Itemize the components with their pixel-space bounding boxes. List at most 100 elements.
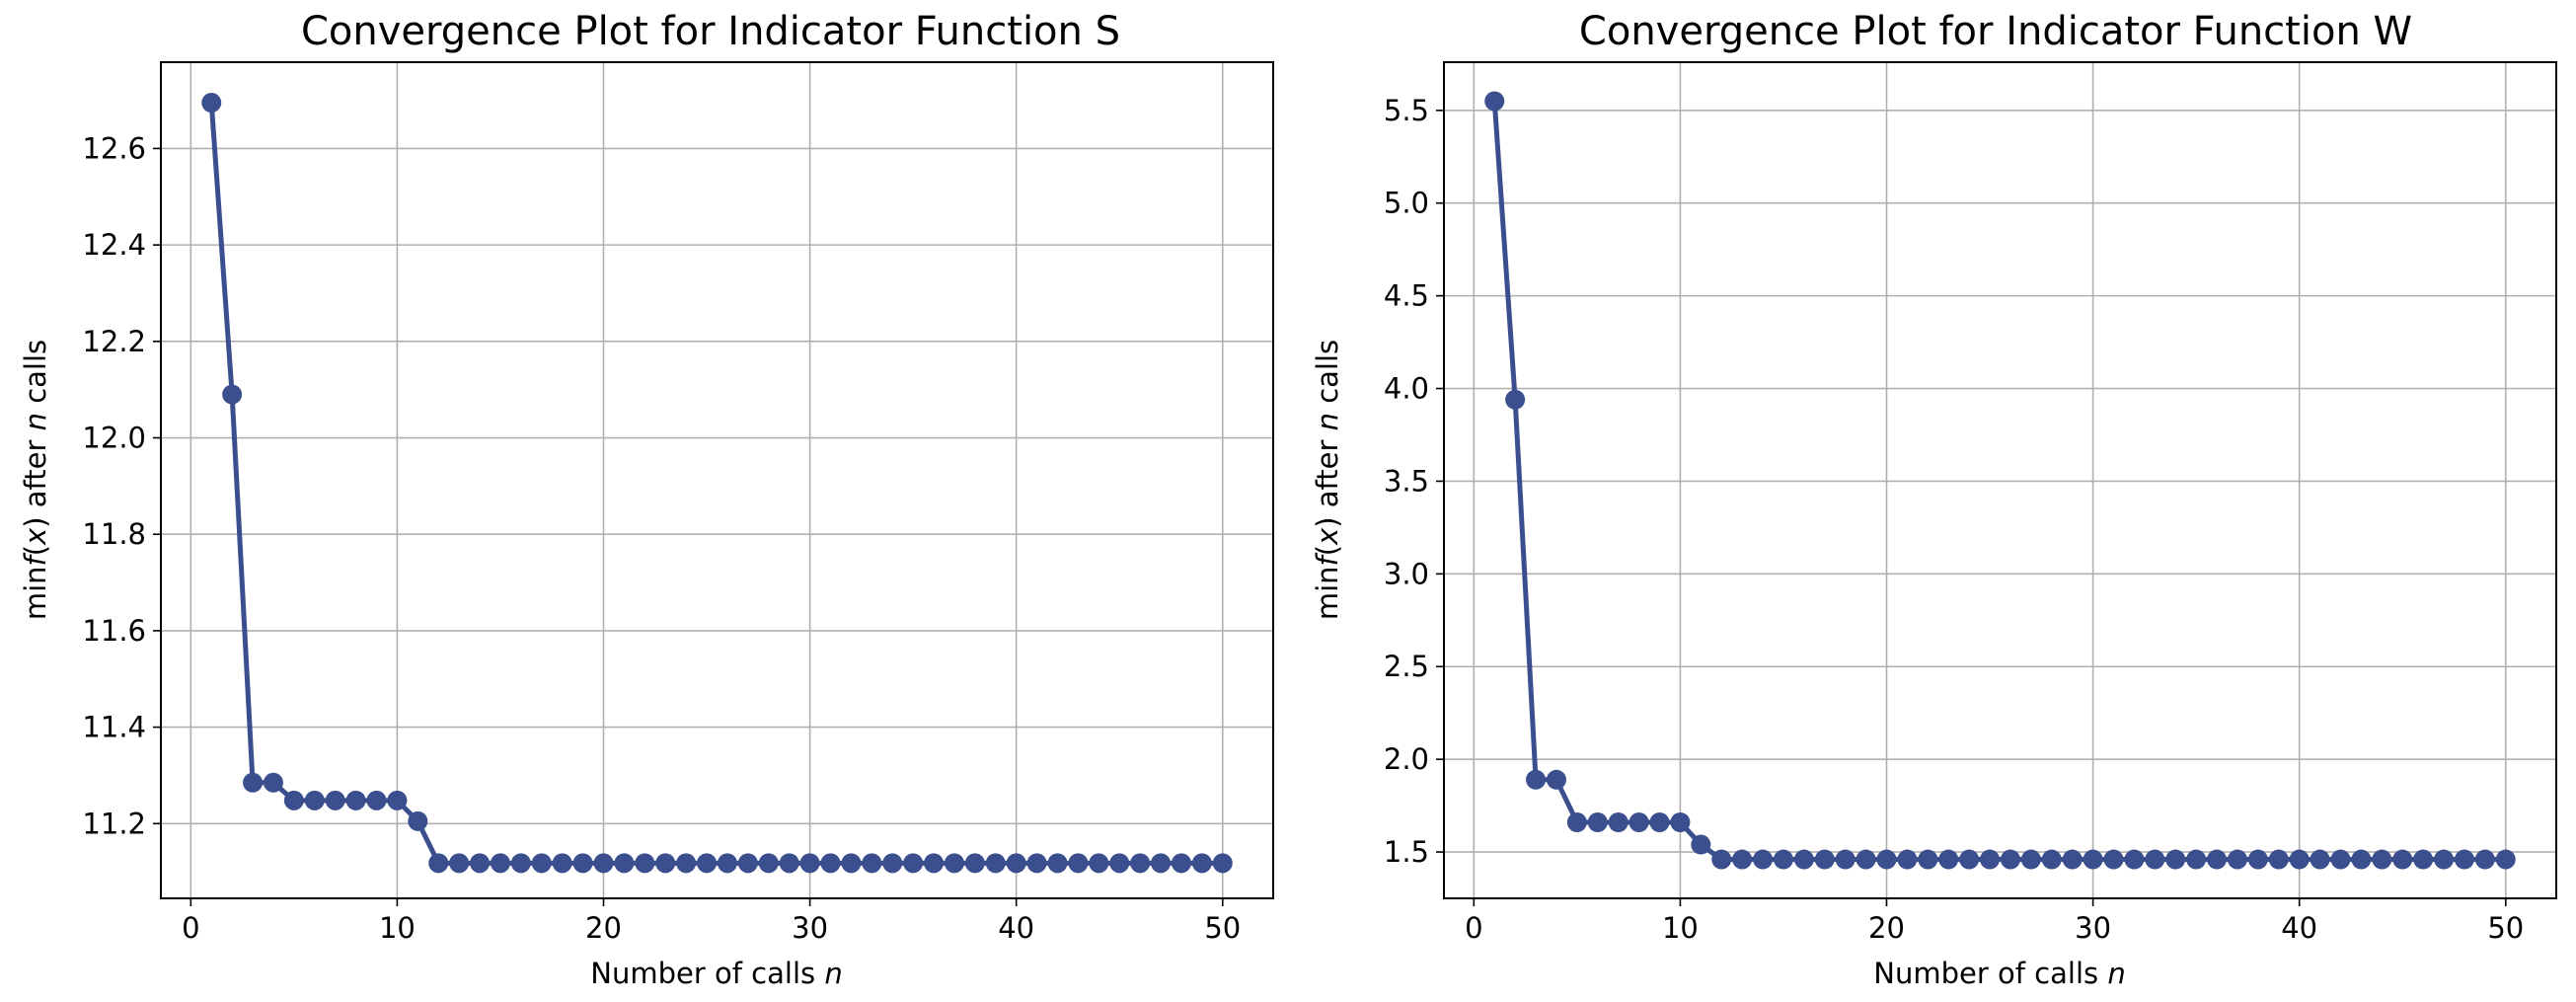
y-label-arg: x (19, 527, 52, 546)
data-point (408, 810, 428, 831)
x-tick-label: 50 (1204, 911, 1241, 945)
data-point (2454, 849, 2474, 870)
y-tick-label: 12.4 (82, 228, 146, 262)
y-label-pre: min (19, 566, 52, 620)
data-point (345, 790, 366, 810)
x-axis-label: Number of calls n (590, 957, 842, 990)
data-point (1753, 849, 1774, 870)
data-point (799, 853, 820, 874)
grid-lines (161, 62, 1273, 898)
data-point (964, 853, 985, 874)
data-point (2000, 849, 2020, 870)
data-point (862, 853, 882, 874)
y-label-arg: x (1311, 527, 1344, 546)
data-point (531, 853, 552, 874)
data-point (1835, 849, 1856, 870)
y-label-func: f (1311, 552, 1344, 566)
data-point (366, 790, 387, 810)
x-tick-label: 20 (585, 911, 622, 945)
data-point (924, 853, 945, 874)
data-point (758, 853, 779, 874)
data-point (903, 853, 924, 874)
data-point (635, 853, 655, 874)
y-label-var: n (1311, 413, 1344, 430)
chart-title: Convergence Plot for Indicator Function … (301, 9, 1120, 54)
data-point (263, 772, 283, 793)
data-point (1649, 812, 1670, 832)
data-point (1732, 849, 1753, 870)
data-point (2247, 849, 2268, 870)
plot-area (1484, 91, 2516, 870)
data-point (1191, 853, 1212, 874)
data-point (2227, 849, 2247, 870)
data-point (820, 853, 841, 874)
x-tick-label: 10 (1662, 911, 1699, 945)
data-point (1876, 849, 1897, 870)
data-point (1691, 834, 1711, 855)
y-tick-label: 4.0 (1384, 372, 1429, 406)
data-point (655, 853, 676, 874)
data-point (1068, 853, 1089, 874)
tick-labels: 0 10 20 30 40 50 1.5 2.0 2.5 3.0 3.5 4.0 4.5 5.0 5.5 (1384, 94, 2524, 945)
data-point (1566, 812, 1587, 832)
grid-lines (1444, 62, 2556, 898)
data-point (1546, 769, 1566, 790)
data-point (985, 853, 1006, 874)
data-point (2495, 849, 2516, 870)
data-point (1484, 91, 1505, 112)
y-tick-label: 12.2 (82, 325, 146, 358)
data-point (882, 853, 903, 874)
x-axis-label: Number of calls n (1873, 957, 2125, 990)
data-point (2083, 849, 2103, 870)
y-tick-label: 4.5 (1384, 279, 1429, 313)
data-point (304, 790, 325, 810)
plot-frame (1443, 61, 2557, 899)
y-axis-label: minf(x) after n calls (19, 340, 52, 620)
data-point (1918, 849, 1938, 870)
data-point (1587, 812, 1608, 832)
data-point (552, 853, 572, 874)
y-label-var: n (19, 413, 52, 430)
y-label-func: f (19, 552, 52, 566)
data-point (2351, 849, 2372, 870)
data-point (1959, 849, 1980, 870)
x-tick-label: 0 (1465, 911, 1482, 945)
x-tick-label: 10 (379, 911, 416, 945)
y-label-post: calls (19, 340, 52, 404)
x-tick-label: 0 (182, 911, 199, 945)
data-point (449, 853, 470, 874)
data-point (2207, 849, 2228, 870)
data-point (1171, 853, 1191, 874)
data-point (1526, 769, 1547, 790)
data-point (2165, 849, 2186, 870)
data-point (510, 853, 531, 874)
data-point (1109, 853, 1130, 874)
x-axis-label-var: n (2107, 957, 2125, 990)
x-axis-label-text: Number of calls (1873, 957, 2098, 990)
tick-labels: 0 10 20 30 40 50 11.2 11.4 11.6 11.8 12.0 12.2 12.4 1… (82, 131, 1241, 945)
data-point (1006, 853, 1026, 874)
plot-area (201, 93, 1233, 874)
data-point (1773, 849, 1793, 870)
x-axis-label-text: Number of calls (590, 957, 815, 990)
y-tick-label: 2.5 (1384, 650, 1429, 683)
y-tick-label: 11.2 (82, 807, 146, 840)
chart-indicator-s: Convergence Plot for Indicator Function … (19, 9, 1274, 990)
data-point (470, 853, 491, 874)
data-point (841, 853, 862, 874)
x-tick-label: 40 (2281, 911, 2317, 945)
data-point (1608, 812, 1629, 832)
y-tick-label: 11.6 (82, 614, 146, 648)
x-tick-label: 30 (792, 911, 828, 945)
y-tick-label: 12.6 (82, 131, 146, 165)
data-point (1670, 812, 1691, 832)
y-label-mid: after (19, 440, 52, 508)
data-point (1711, 849, 1732, 870)
data-point (717, 853, 737, 874)
data-point (572, 853, 593, 874)
y-tick-label: 11.8 (82, 517, 146, 551)
data-point (1856, 849, 1876, 870)
x-tick-label: 30 (2075, 911, 2111, 945)
data-point (2392, 849, 2413, 870)
